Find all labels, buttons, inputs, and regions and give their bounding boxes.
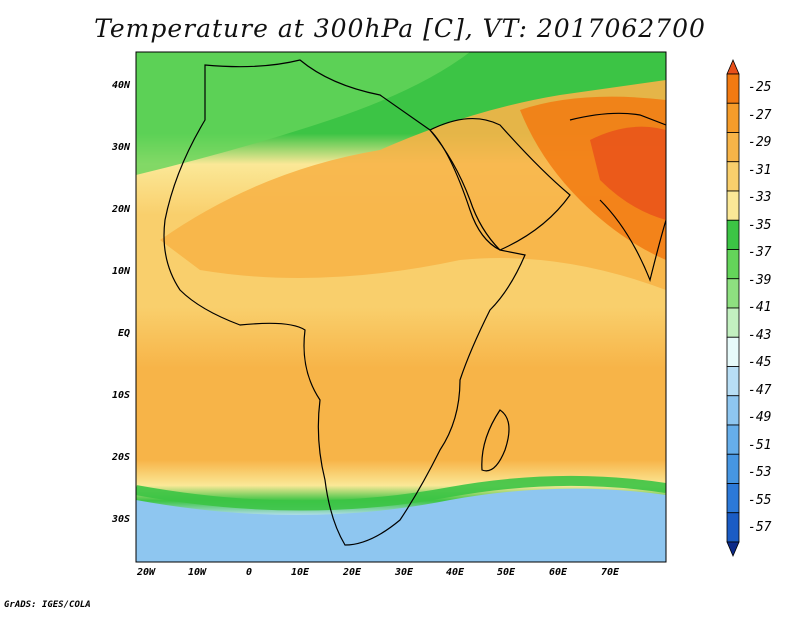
madagascar-coastline bbox=[481, 409, 510, 472]
y-tick-label: 10N bbox=[111, 266, 130, 277]
colorbar-label: -45 bbox=[748, 355, 772, 370]
colorbar-label: -49 bbox=[748, 410, 772, 425]
colorbar-label: -51 bbox=[748, 438, 772, 453]
map-title: Temperature at 300hPa [C], VT: 201706270… bbox=[94, 14, 706, 43]
colorbar-label: -41 bbox=[748, 300, 772, 315]
colorbar-label: -43 bbox=[748, 328, 772, 343]
x-tick-label: 10E bbox=[290, 567, 310, 578]
x-tick-label: 60E bbox=[548, 567, 568, 578]
credit-text: GrADS: IGES/COLA bbox=[4, 600, 91, 610]
x-tick-label: 40E bbox=[445, 567, 465, 578]
southern-green-band bbox=[136, 475, 666, 511]
northern-green-band bbox=[136, 52, 470, 175]
colorbar-segment bbox=[726, 219, 740, 250]
colorbar-segment bbox=[726, 366, 740, 397]
colorbar-segment bbox=[726, 278, 740, 309]
colorbar-label: -25 bbox=[748, 80, 772, 95]
colorbar-segment bbox=[726, 395, 740, 426]
colorbar-segment bbox=[726, 161, 740, 192]
africa-coastline bbox=[163, 59, 526, 546]
x-tick-label: 0 bbox=[245, 567, 253, 578]
arabia-coastline bbox=[429, 117, 571, 251]
colorbar-label: -55 bbox=[748, 493, 772, 508]
x-tick-label: 30E bbox=[394, 567, 414, 578]
y-tick-label: EQ bbox=[117, 328, 130, 339]
y-tick-label: 30N bbox=[111, 142, 130, 153]
x-tick-label: 70E bbox=[600, 567, 620, 578]
x-tick-label: 20W bbox=[136, 567, 156, 578]
colorbar-label: -47 bbox=[748, 383, 772, 398]
colorbar-segment bbox=[726, 249, 740, 280]
colorbar-segment bbox=[726, 132, 740, 163]
y-tick-label: 40N bbox=[111, 80, 130, 91]
colorbar-segment bbox=[726, 541, 740, 558]
x-tick-label: 10W bbox=[187, 567, 207, 578]
map-frame bbox=[135, 51, 667, 563]
colorbar-label: -29 bbox=[748, 135, 772, 150]
colorbar-segment bbox=[726, 512, 740, 543]
colorbar-label: -31 bbox=[748, 163, 772, 178]
colorbar-label: -27 bbox=[748, 108, 772, 123]
colorbar-segment bbox=[726, 483, 740, 514]
colorbar-label: -53 bbox=[748, 465, 772, 480]
y-tick-label: 20S bbox=[111, 452, 130, 463]
colorbar-segment bbox=[726, 336, 740, 367]
colorbar-segment bbox=[726, 424, 740, 455]
x-tick-label: 50E bbox=[496, 567, 516, 578]
colorbar-label: -37 bbox=[748, 245, 772, 260]
colorbar-label: -39 bbox=[748, 273, 772, 288]
colorbar-label: -33 bbox=[748, 190, 772, 205]
colorbar-label: -35 bbox=[748, 218, 772, 233]
y-tick-label: 10S bbox=[111, 390, 130, 401]
y-tick-label: 20N bbox=[111, 204, 130, 215]
colorbar-segment bbox=[726, 307, 740, 338]
colorbar-segment bbox=[726, 102, 740, 133]
colorbar-segment bbox=[726, 453, 740, 484]
india-coastline bbox=[569, 112, 666, 282]
southern-cool-band bbox=[136, 488, 666, 562]
colorbar-segment bbox=[726, 190, 740, 221]
x-tick-label: 20E bbox=[342, 567, 362, 578]
colorbar-label: -57 bbox=[748, 520, 772, 535]
y-tick-label: 30S bbox=[111, 514, 130, 525]
colorbar-segment bbox=[726, 58, 740, 75]
hottest-region-india bbox=[590, 126, 666, 220]
colorbar-segment bbox=[726, 73, 740, 104]
